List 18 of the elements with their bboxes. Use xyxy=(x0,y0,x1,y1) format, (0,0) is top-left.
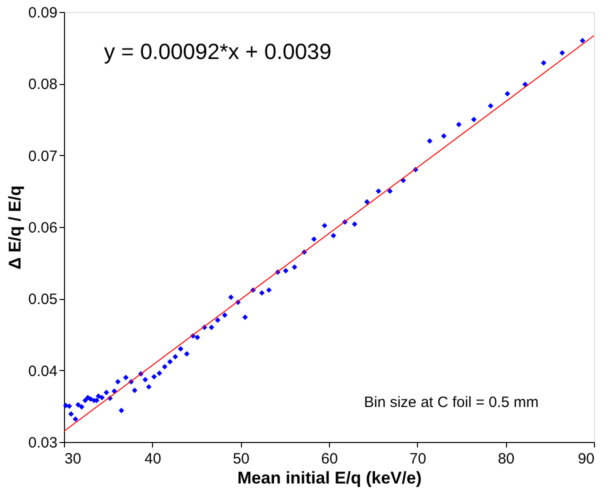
x-tick-label: 90 xyxy=(578,450,594,468)
annotation: Bin size at C foil = 0.5 mm xyxy=(364,394,539,411)
annotation: y = 0.00092*x + 0.0039 xyxy=(104,39,332,64)
x-tick-label: 40 xyxy=(144,450,162,468)
x-tick-label: 80 xyxy=(498,450,515,468)
y-tick-label: 0.04 xyxy=(28,362,58,380)
y-tick-label: 0.07 xyxy=(28,148,58,165)
x-tick-label: 30 xyxy=(64,450,82,468)
x-tick-label: 60 xyxy=(321,450,338,468)
y-tick-label: 0.03 xyxy=(28,434,58,452)
y-tick-label: 0.06 xyxy=(28,220,58,236)
y-tick-label: 0.09 xyxy=(28,4,58,22)
x-axis-title: Mean initial E/q (keV/e) xyxy=(237,468,422,488)
y-tick-label: 0.05 xyxy=(28,291,58,308)
x-tick-label: 50 xyxy=(232,450,250,468)
y-tick-label: 0.08 xyxy=(28,76,58,94)
x-tick-label: 70 xyxy=(409,450,426,468)
y-axis-title: Δ E/q / E/q xyxy=(5,185,24,270)
